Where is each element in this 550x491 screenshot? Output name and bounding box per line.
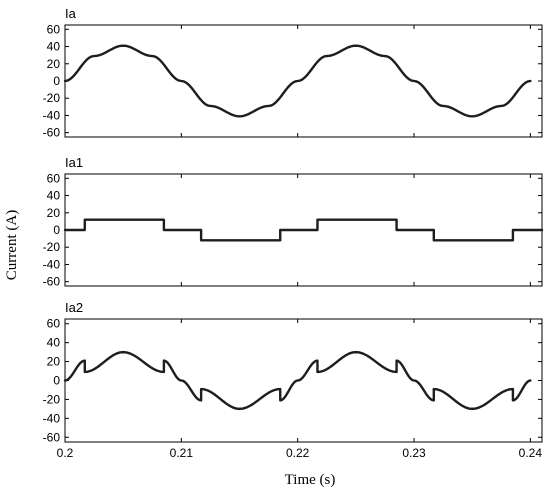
y-tick-label: -60 xyxy=(43,126,61,140)
y-tick-label: -20 xyxy=(43,392,61,406)
y-tick-label: -40 xyxy=(43,257,61,271)
y-tick-label: -60 xyxy=(43,430,61,444)
panel-title: Ia2 xyxy=(65,300,83,315)
y-tick-label: 60 xyxy=(47,22,61,36)
panel-title: Ia1 xyxy=(65,155,83,170)
panel-ia: Ia 60 40 20 0 -20 -40 -60 xyxy=(43,6,543,140)
series-line-core xyxy=(64,219,543,241)
y-tick-label: 20 xyxy=(47,57,61,71)
y-tick-label: -20 xyxy=(43,91,61,105)
y-tick-label: 40 xyxy=(47,336,61,350)
series-line-core xyxy=(64,351,531,410)
y-tick-label: -20 xyxy=(43,240,61,254)
y-tick-label: -60 xyxy=(43,275,61,289)
x-tick-label: 0.2 xyxy=(57,446,74,460)
y-tick-label: -40 xyxy=(43,411,61,425)
panel-ia1: Ia1 60 40 20 0 -20 -40 -60 xyxy=(43,155,544,289)
y-tick-label: 60 xyxy=(47,317,61,331)
panels: Ia6040200-20-40-60Ia16040200-20-40-60Ia2… xyxy=(43,6,544,460)
y-tick-label: 0 xyxy=(53,374,60,388)
y-tick-label: 0 xyxy=(53,74,60,88)
y-tick-label: 20 xyxy=(47,206,61,220)
x-tick-label: 0.21 xyxy=(170,446,194,460)
y-tick-label: 40 xyxy=(47,40,61,54)
panel-ia2: Ia2 60 40 20 0 -20 -40 -60 0.2 0.21 0.22 0.23 0.24 xyxy=(43,300,543,460)
series-line-core xyxy=(64,45,531,117)
y-axis-label: Current (A) xyxy=(4,210,20,280)
y-tick-label: -40 xyxy=(43,108,61,122)
plot-frame xyxy=(64,318,543,443)
x-tick-label: 0.24 xyxy=(519,446,543,460)
x-tick-label: 0.23 xyxy=(402,446,426,460)
y-tick-label: 60 xyxy=(47,171,61,185)
y-tick-label: 40 xyxy=(47,189,61,203)
y-tick-label: 20 xyxy=(47,355,61,369)
panel-title: Ia xyxy=(65,6,77,21)
x-tick-label: 0.22 xyxy=(286,446,310,460)
x-axis-label: Time (s) xyxy=(285,472,336,488)
plot-frame xyxy=(64,24,543,138)
y-tick-label: 0 xyxy=(53,223,60,237)
